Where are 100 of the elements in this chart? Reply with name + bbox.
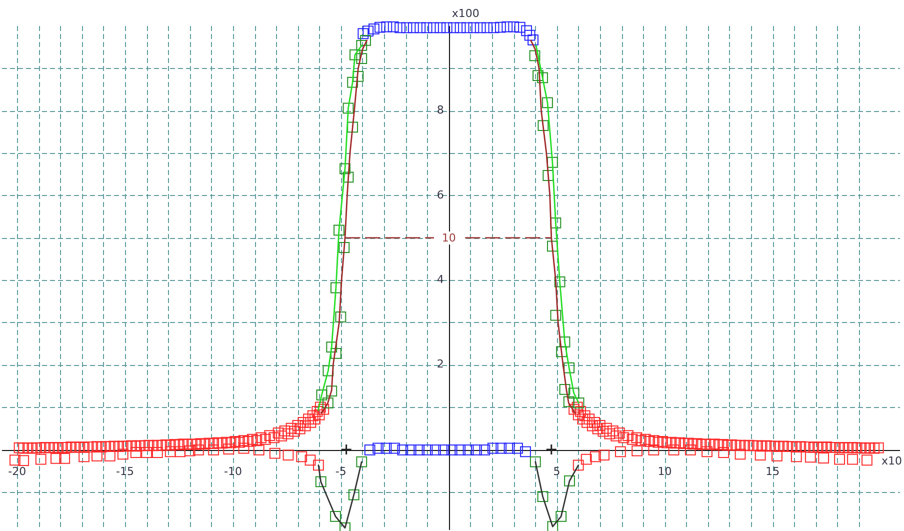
point [388, 21, 399, 32]
x-tick-label: 10 [658, 464, 672, 478]
point [468, 22, 480, 34]
point [316, 389, 328, 400]
point [434, 22, 446, 34]
point [405, 444, 416, 456]
point [322, 397, 334, 408]
point [18, 455, 30, 466]
point [556, 346, 567, 358]
point [347, 76, 358, 88]
point [504, 442, 515, 454]
x-tick-label: -20 [8, 464, 26, 478]
point [335, 312, 346, 322]
point [521, 25, 532, 36]
point [734, 448, 746, 460]
annotation: 10 [434, 231, 464, 244]
point [282, 450, 294, 460]
x-tick-label: -5 [335, 464, 346, 478]
point [35, 454, 46, 465]
y-tick-label: 6 [436, 188, 444, 202]
point [348, 489, 360, 500]
point [554, 276, 566, 288]
point [804, 452, 816, 463]
point [330, 511, 341, 522]
y-tick-label: 8 [436, 104, 444, 117]
point [546, 444, 558, 456]
point [59, 452, 70, 464]
point [104, 450, 116, 462]
point [441, 22, 452, 34]
x-tick-label: -15 [116, 464, 134, 478]
point [834, 454, 846, 465]
point [304, 454, 316, 466]
point [342, 172, 354, 183]
point [397, 444, 408, 456]
point [362, 26, 374, 37]
point [818, 452, 830, 464]
point [388, 442, 400, 454]
y-axis-title: x100 [452, 6, 480, 20]
point [547, 521, 558, 531]
point [454, 22, 466, 34]
point [340, 522, 350, 531]
point [368, 24, 380, 34]
point [364, 444, 376, 456]
point [542, 97, 553, 108]
y-tick-label: 4 [436, 272, 444, 286]
point [487, 442, 498, 454]
point [528, 34, 538, 46]
point [50, 452, 62, 464]
point [78, 451, 90, 462]
point [374, 22, 386, 33]
x-tick-label: 15 [766, 464, 780, 478]
point [772, 450, 782, 462]
point [862, 454, 872, 466]
point [448, 22, 460, 34]
point [421, 22, 432, 34]
point [349, 49, 360, 60]
point [559, 336, 570, 348]
point [462, 444, 474, 456]
x-tick-label: -10 [224, 464, 242, 478]
point [358, 28, 369, 40]
point [454, 444, 466, 456]
point [253, 444, 264, 456]
point [529, 50, 540, 62]
point [550, 310, 562, 321]
point [372, 442, 384, 454]
point [92, 450, 102, 462]
point [648, 444, 660, 456]
point [479, 444, 490, 456]
point [482, 22, 492, 34]
point [598, 450, 610, 460]
point [340, 444, 352, 456]
y-tick-label: 2 [436, 358, 444, 371]
point [556, 511, 567, 522]
point [315, 476, 326, 488]
point [632, 445, 643, 456]
point [514, 22, 526, 33]
x-axis-title: x10 [881, 454, 902, 468]
point [401, 22, 412, 34]
point [754, 450, 766, 460]
point [338, 242, 350, 253]
point [326, 342, 338, 352]
point [414, 22, 426, 34]
point [471, 444, 482, 456]
point [563, 396, 574, 408]
point [269, 448, 280, 459]
point [438, 444, 450, 456]
point [414, 444, 424, 456]
point [494, 22, 506, 33]
point [408, 22, 419, 34]
point [381, 21, 392, 32]
point [10, 454, 20, 466]
point [360, 34, 371, 46]
x-tick-label: 5 [553, 464, 560, 478]
point [502, 21, 513, 32]
point [313, 460, 324, 471]
point [296, 451, 308, 462]
point [847, 454, 858, 465]
point [718, 447, 730, 458]
point [590, 451, 601, 462]
point [538, 120, 549, 131]
